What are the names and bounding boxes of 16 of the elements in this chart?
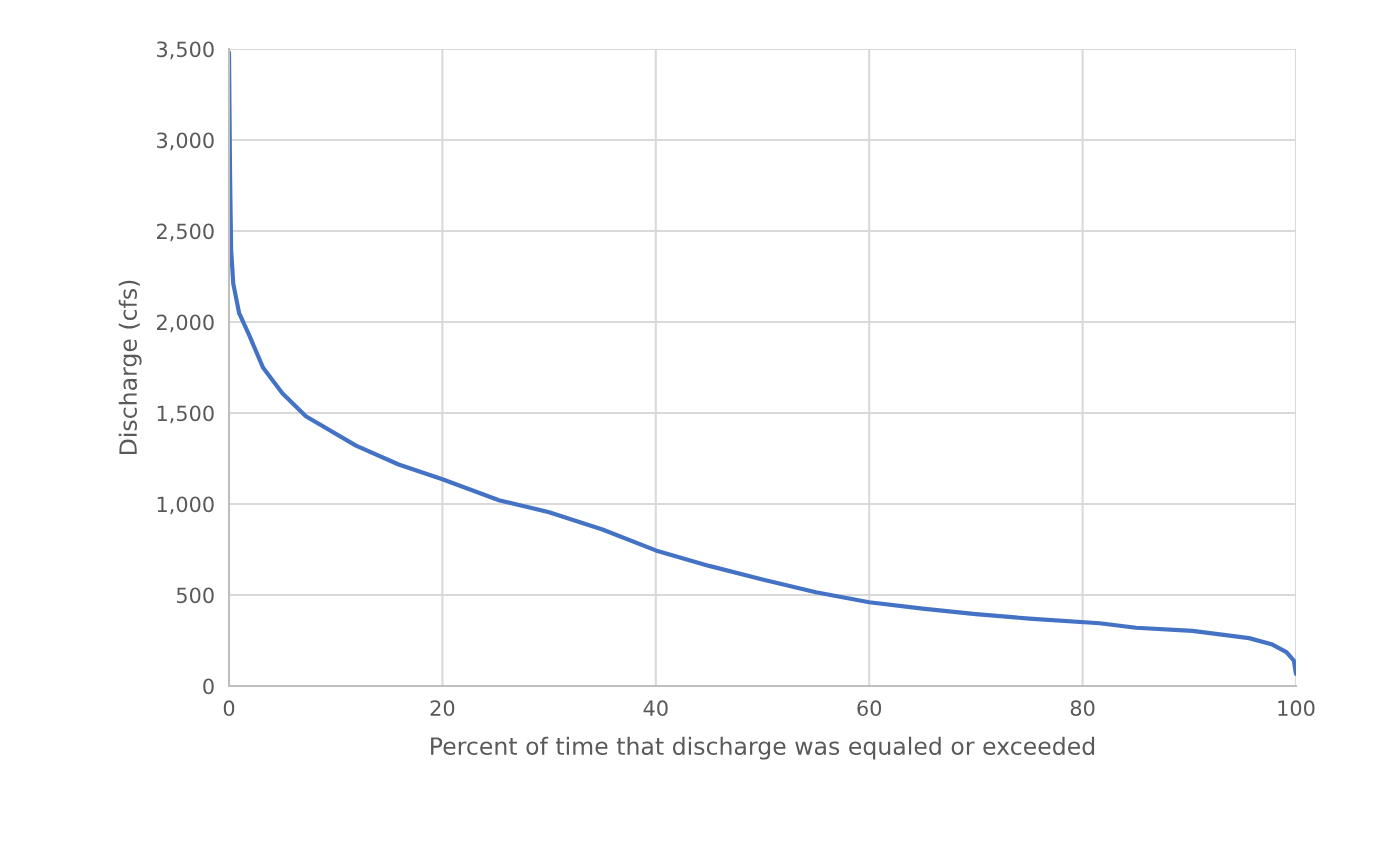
x-tick-label: 20 <box>430 700 455 717</box>
y-tick-label: 1,000 <box>157 496 214 515</box>
y-tick-label: 2,500 <box>157 223 214 242</box>
y-axis-title: Discharge (cfs) <box>118 280 142 455</box>
x-tick-label: 40 <box>643 700 668 717</box>
x-axis-title: Percent of time that discharge was equaled or exceeded <box>431 736 1095 760</box>
y-tick-label: 3,500 <box>157 41 214 60</box>
y-tick-label: 3,000 <box>157 132 214 151</box>
x-tick-label: 80 <box>1070 700 1095 717</box>
y-tick-label: 0 <box>203 678 214 695</box>
x-tick-label: 100 <box>1278 700 1315 717</box>
x-tick-label: 0 <box>223 700 235 717</box>
y-tick-label: 1,500 <box>157 405 214 424</box>
x-tick-label: 60 <box>857 700 882 717</box>
y-tick-label: 500 <box>176 587 214 604</box>
y-tick-label: 2,000 <box>157 314 214 333</box>
